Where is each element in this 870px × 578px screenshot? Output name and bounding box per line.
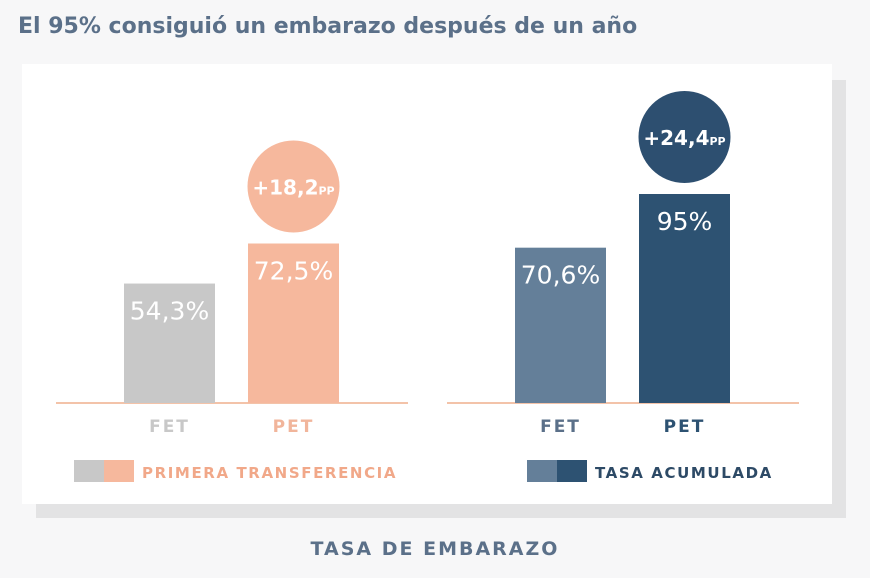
data-label: 70,6%	[521, 261, 600, 290]
legend-swatch	[527, 460, 557, 482]
difference-badge-label: +24,4PP	[643, 126, 725, 150]
x-tick-label: FET	[540, 417, 581, 437]
data-label: 95%	[657, 207, 713, 236]
legend-swatch	[104, 460, 134, 482]
legend-label: TASA ACUMULADA	[595, 464, 773, 482]
bar-pet	[639, 194, 730, 403]
data-label: 72,5%	[254, 257, 333, 286]
x-tick-label: PET	[664, 417, 706, 437]
difference-badge-label: +18,2PP	[252, 176, 334, 200]
difference-badge	[247, 140, 340, 233]
legend-label: PRIMERA TRANSFERENCIA	[142, 464, 397, 482]
legend-swatch	[74, 460, 104, 482]
legend-swatch	[557, 460, 587, 482]
bar-fet	[515, 247, 606, 403]
x-tick-label: FET	[149, 417, 190, 437]
page-title: El 95% consiguió un embarazo después de …	[18, 14, 638, 39]
data-label: 54,3%	[130, 297, 209, 326]
bar-fet	[124, 283, 215, 403]
x-tick-label: PET	[273, 417, 315, 437]
chart-caption: TASA DE EMBARAZO	[310, 538, 560, 560]
difference-badge	[638, 91, 731, 183]
bar-pet	[248, 243, 339, 403]
